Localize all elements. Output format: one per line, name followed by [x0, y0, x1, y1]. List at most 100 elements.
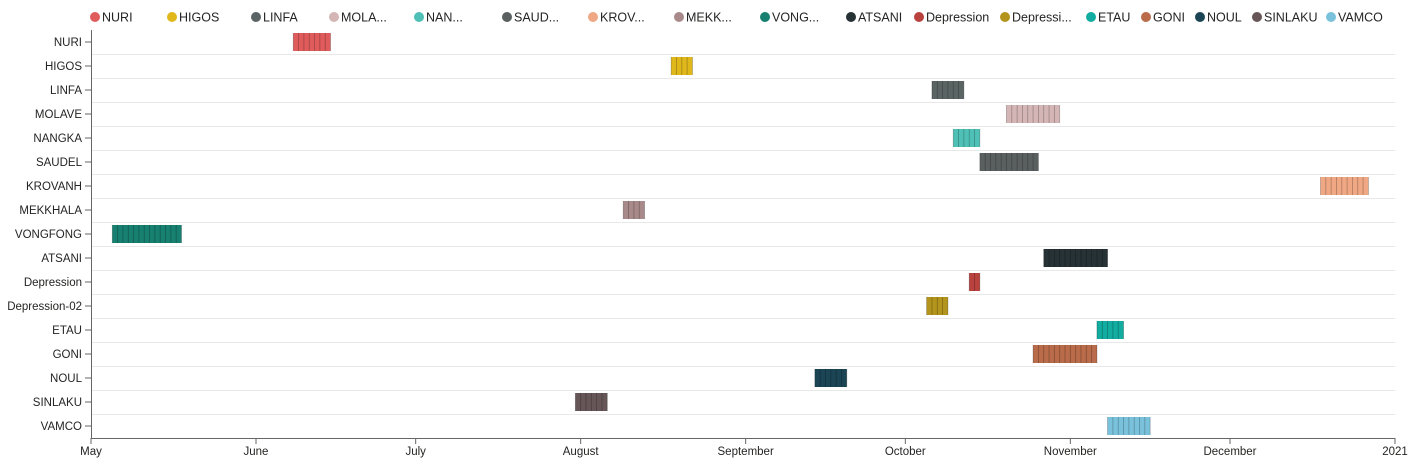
bar-fill [1033, 345, 1097, 363]
legend-label: Depressi... [1012, 11, 1072, 25]
bar-fill [953, 129, 980, 147]
legend-marker [1326, 12, 1336, 22]
legend-label: NAN... [426, 11, 463, 25]
bar-krovanh[interactable] [1320, 177, 1369, 195]
y-tick-label-linfa: LINFA [50, 85, 82, 97]
legend-item-higos[interactable]: HIGOS [167, 11, 219, 25]
legend-label: NOUL [1207, 11, 1242, 25]
bar-fill [814, 369, 847, 387]
y-tick-label-mekkhala: MEKKHALA [19, 205, 82, 217]
legend-marker [588, 12, 598, 22]
y-tick-label-goni: GONI [53, 349, 82, 361]
bar-goni[interactable] [1032, 345, 1098, 363]
bar-fill [931, 81, 964, 99]
y-tick-label-sinlaku: SINLAKU [33, 397, 82, 409]
legend-marker [414, 12, 424, 22]
bar-fill [979, 153, 1039, 171]
x-tick-label-july: July [405, 446, 426, 458]
legend-label: Depression [926, 11, 989, 25]
bar-fill [1107, 417, 1151, 435]
bar-nuri[interactable] [292, 33, 331, 51]
bar-mekkhala[interactable] [622, 201, 645, 219]
legend-label: VONG... [772, 11, 819, 25]
legend-marker [1195, 12, 1205, 22]
legend-label: GONI [1153, 11, 1185, 25]
bar-fill [293, 33, 331, 51]
legend-item-nuri[interactable]: NURI [90, 11, 133, 25]
legend-label: SAUD... [514, 11, 559, 25]
legend-item-depressi[interactable]: Depressi... [1000, 11, 1072, 25]
bars [111, 33, 1369, 435]
legend-marker [846, 12, 856, 22]
x-tick-label-august: August [563, 446, 600, 458]
y-tick-label-atsani: ATSANI [41, 253, 82, 265]
bar-fill [926, 297, 948, 315]
bar-higos[interactable] [670, 57, 693, 75]
bar-noul[interactable] [814, 369, 848, 387]
legend-label: HIGOS [179, 11, 219, 25]
bar-fill [112, 225, 182, 243]
legend-label: SINLAKU [1264, 11, 1318, 25]
legend-label: KROV... [600, 11, 645, 25]
legend-item-goni[interactable]: GONI [1141, 11, 1185, 25]
bar-atsani[interactable] [1043, 249, 1108, 267]
legend-marker [329, 12, 339, 22]
legend-item-krov[interactable]: KROV... [588, 11, 645, 25]
x-tick-label-september: September [718, 446, 774, 458]
y-tick-label-vongfong: VONGFONG [15, 229, 82, 241]
bar-molave[interactable] [1006, 105, 1061, 123]
legend-label: LINFA [263, 11, 298, 25]
bar-fill [623, 201, 645, 219]
gridlines [91, 54, 1395, 439]
legend-item-vong[interactable]: VONG... [760, 11, 819, 25]
y-tick-label-depression: Depression [24, 277, 82, 289]
legend-item-saud[interactable]: SAUD... [502, 11, 559, 25]
bar-linfa[interactable] [931, 81, 965, 99]
bar-vamco[interactable] [1107, 417, 1151, 435]
x-tick-label-november: November [1044, 446, 1097, 458]
legend-marker [90, 12, 100, 22]
legend-item-atsani[interactable]: ATSANI [846, 11, 902, 25]
bar-sinlaku[interactable] [574, 393, 608, 411]
x-axis: May June July August September October Novembe… [80, 438, 1408, 458]
bar-fill [969, 273, 980, 291]
legend-label: ETAU [1098, 11, 1130, 25]
y-tick-label-nangka: NANGKA [33, 133, 82, 145]
legend-item-linfa[interactable]: LINFA [251, 11, 298, 25]
legend-label: ATSANI [858, 11, 902, 25]
legend-marker [674, 12, 684, 22]
x-tick-label-may: May [80, 446, 102, 458]
legend-marker [502, 12, 512, 22]
x-tick-label-june: June [244, 446, 269, 458]
bar-fill [1096, 321, 1124, 339]
y-tick-label-krovanh: KROVANH [26, 181, 82, 193]
legend-marker [1086, 12, 1096, 22]
legend-label: MOLA... [341, 11, 387, 25]
x-tick-label-october: October [885, 446, 926, 458]
legend-marker [251, 12, 261, 22]
bar-saudel[interactable] [979, 153, 1039, 171]
bar-depression-02[interactable] [926, 297, 949, 315]
legend-item-mola[interactable]: MOLA... [329, 11, 387, 25]
bar-fill [1320, 177, 1369, 195]
legend-item-noul[interactable]: NOUL [1195, 11, 1242, 25]
legend-item-mekk[interactable]: MEKK... [674, 11, 732, 25]
legend-item-sinlaku[interactable]: SINLAKU [1252, 11, 1318, 25]
x-tick-label-december: December [1203, 446, 1256, 458]
bar-fill [1006, 105, 1060, 123]
legend-item-etau[interactable]: ETAU [1086, 11, 1130, 25]
legend-marker [167, 12, 177, 22]
legend-item-nan[interactable]: NAN... [414, 11, 463, 25]
legend-item-vamco[interactable]: VAMCO [1326, 11, 1383, 25]
y-tick-label-vamco: VAMCO [41, 421, 82, 433]
y-axis: NURI HIGOS LINFA MOLAVE NANGKA SAUDEL KROVANH M… [7, 30, 92, 438]
bar-fill [1043, 249, 1108, 267]
bar-etau[interactable] [1096, 321, 1124, 339]
legend-marker [1000, 12, 1010, 22]
legend-item-depression[interactable]: Depression [914, 11, 989, 25]
bar-vongfong[interactable] [111, 225, 182, 243]
bar-nangka[interactable] [952, 129, 981, 147]
legend: NURI HIGOS LINFA MOLA... NAN... SAUD... KROV..… [90, 11, 1383, 25]
bar-depression[interactable] [968, 273, 981, 291]
